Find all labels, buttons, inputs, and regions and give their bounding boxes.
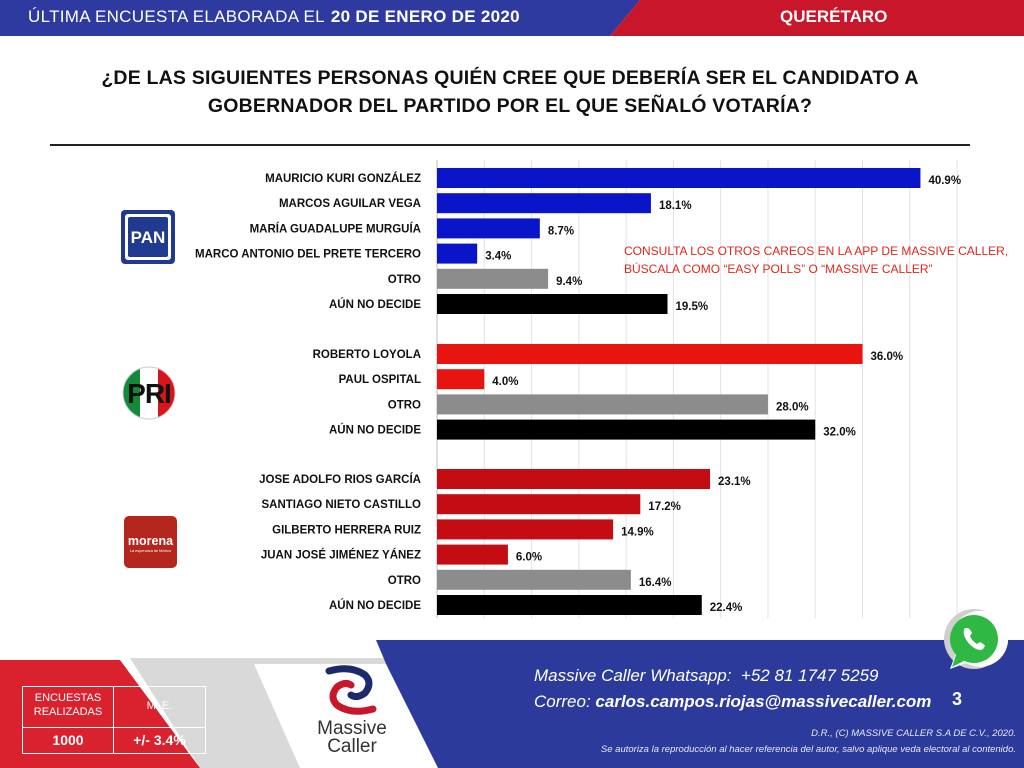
bar-morena-1 bbox=[437, 494, 641, 515]
email-label: Correo: bbox=[534, 692, 591, 711]
surveys-header-line1: ENCUESTAS bbox=[34, 692, 102, 704]
category-label: MARCOS AGUILAR VEGA bbox=[279, 198, 421, 210]
surveys-header: ENCUESTAS REALIZADAS bbox=[23, 691, 113, 719]
bar-morena-3 bbox=[437, 544, 508, 565]
massive-caller-logo: Massive Caller bbox=[300, 665, 404, 756]
value-label: 16.4% bbox=[639, 577, 672, 589]
value-label: 3.4% bbox=[485, 251, 511, 263]
title-divider bbox=[50, 144, 970, 146]
bar-morena-4 bbox=[437, 569, 631, 590]
bar-pan-2 bbox=[437, 218, 540, 239]
massive-caller-icon bbox=[325, 665, 377, 715]
question-title: ¿DE LAS SIGUIENTES PERSONAS QUIÉN CREE Q… bbox=[101, 67, 919, 117]
bar-morena-2 bbox=[437, 519, 614, 540]
bar-pan-1 bbox=[437, 193, 651, 214]
category-label: AÚN NO DECIDE bbox=[329, 298, 421, 311]
top-banner bbox=[0, 0, 1024, 36]
whatsapp-icon[interactable] bbox=[940, 607, 1008, 675]
value-label: 4.0% bbox=[492, 376, 518, 388]
survey-date: 20 DE ENERO DE 2020 bbox=[330, 7, 520, 26]
bar-morena-5 bbox=[437, 595, 702, 615]
value-label: 9.4% bbox=[556, 276, 582, 288]
category-label: JOSE ADOLFO RIOS GARCÍA bbox=[259, 473, 421, 486]
value-label: 23.1% bbox=[718, 476, 751, 488]
whatsapp-contact: Massive Caller Whatsapp: +52 81 1747 525… bbox=[534, 666, 878, 686]
pri-logo-text: PRI bbox=[127, 378, 171, 409]
value-label: 32.0% bbox=[823, 427, 856, 439]
bar-pri-0 bbox=[437, 344, 863, 364]
value-label: 8.7% bbox=[548, 225, 574, 237]
bar-pan-5 bbox=[437, 294, 668, 314]
app-note-line2: BÚSCALA COMO “EASY POLLS” O “MASSIVE CAL… bbox=[624, 261, 933, 276]
category-label: AÚN NO DECIDE bbox=[329, 424, 421, 437]
page-number: 3 bbox=[952, 689, 963, 709]
category-label: SANTIAGO NIETO CASTILLO bbox=[261, 499, 421, 511]
bar-pri-1 bbox=[437, 369, 485, 390]
morena-logo-text: morena bbox=[128, 534, 174, 548]
whatsapp-label: Massive Caller Whatsapp: bbox=[534, 666, 732, 685]
category-label: OTRO bbox=[388, 274, 421, 286]
bar-pan-3 bbox=[437, 243, 478, 264]
category-label: OTRO bbox=[388, 575, 421, 587]
region-label: QUERÉTARO bbox=[780, 7, 888, 26]
surveys-count: 1000 bbox=[52, 732, 84, 748]
margin-error-value: +/- 3.4% bbox=[133, 732, 186, 748]
whatsapp-number[interactable]: +52 81 1747 5259 bbox=[740, 666, 879, 685]
value-label: 17.2% bbox=[648, 501, 681, 513]
category-label: ROBERTO LOYOLA bbox=[313, 349, 421, 361]
brand-name-line1: Massive bbox=[317, 718, 387, 739]
category-label: AÚN NO DECIDE bbox=[329, 599, 421, 612]
pan-logo: PAN bbox=[121, 210, 175, 264]
category-label: MAURICIO KURI GONZÁLEZ bbox=[265, 172, 421, 185]
value-label: 40.9% bbox=[928, 175, 961, 187]
margin-error-header: M. E. bbox=[146, 700, 173, 712]
morena-logo-subtext: La esperanza de México bbox=[130, 549, 171, 553]
bar-pri-3 bbox=[437, 419, 816, 440]
bar-pri-2 bbox=[437, 394, 768, 415]
disclaimer-text: Se autoriza la reproducción al hacer ref… bbox=[600, 744, 1016, 755]
brand-name-line2: Caller bbox=[327, 736, 377, 757]
bar-pan-4 bbox=[437, 268, 549, 289]
bar-pan-0 bbox=[437, 168, 921, 188]
survey-date-text: ÚLTIMA ENCUESTA ELABORADA EL 20 DE ENERO … bbox=[28, 7, 520, 27]
value-label: 6.0% bbox=[516, 552, 542, 564]
morena-logo: morena La esperanza de México bbox=[124, 516, 177, 568]
survey-stats-table: ENCUESTAS REALIZADAS M. E. 1000 +/- 3.4% bbox=[22, 686, 206, 754]
chart-bars: MAURICIO KURI GONZÁLEZ 40.9% MARCOS AGUILA… bbox=[195, 168, 961, 615]
value-label: 18.1% bbox=[659, 200, 692, 212]
value-label: 28.0% bbox=[776, 401, 809, 413]
surveys-header-line2: REALIZADAS bbox=[33, 706, 103, 718]
email-address[interactable]: carlos.campos.riojas@massivecaller.com bbox=[595, 692, 932, 711]
category-label: MARCO ANTONIO DEL PRETE TERCERO bbox=[195, 249, 421, 261]
category-label: MARÍA GUADALUPE MURGUÍA bbox=[250, 222, 421, 235]
pan-logo-text: PAN bbox=[131, 228, 166, 247]
copyright-text: D.R., (C) MASSIVE CALLER S.A DE C.V., 20… bbox=[811, 728, 1016, 739]
category-label: GILBERTO HERRERA RUIZ bbox=[272, 524, 421, 536]
value-label: 14.9% bbox=[621, 526, 654, 538]
survey-date-prefix: ÚLTIMA ENCUESTA ELABORADA EL bbox=[28, 7, 325, 26]
email-contact: Correo: carlos.campos.riojas@massivecall… bbox=[534, 692, 931, 712]
value-label: 19.5% bbox=[675, 301, 708, 313]
value-label: 36.0% bbox=[871, 351, 904, 363]
value-label: 22.4% bbox=[710, 602, 743, 614]
bar-morena-0 bbox=[437, 469, 711, 489]
category-label: PAUL OSPITAL bbox=[339, 374, 421, 386]
category-label: JUAN JOSÉ JIMÉNEZ YÁNEZ bbox=[261, 549, 421, 562]
bar-chart: MAURICIO KURI GONZÁLEZ 40.9% MARCOS AGUILA… bbox=[195, 160, 1008, 618]
category-label: OTRO bbox=[388, 399, 421, 411]
app-note-line1: CONSULTA LOS OTROS CAREOS EN LA APP DE M… bbox=[624, 244, 1008, 258]
pri-logo: PRI bbox=[122, 366, 176, 420]
